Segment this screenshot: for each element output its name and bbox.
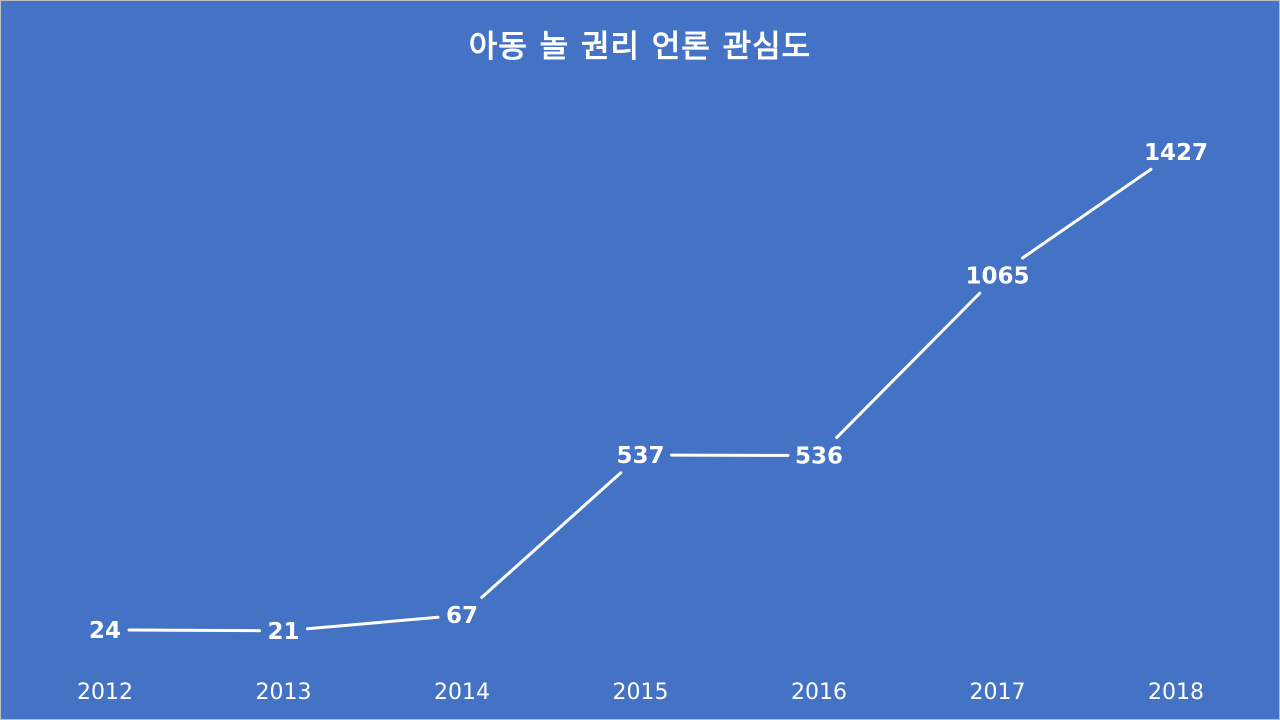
data-label: 24 bbox=[89, 618, 121, 644]
data-label: 67 bbox=[446, 603, 478, 629]
series-line-segment bbox=[127, 628, 262, 633]
data-label: 536 bbox=[795, 443, 843, 469]
series-line-segment bbox=[1021, 167, 1153, 260]
chart-title: 아동 놀 권리 언론 관심도 bbox=[468, 29, 812, 65]
data-label: 537 bbox=[616, 443, 664, 469]
x-tick-label: 2013 bbox=[256, 680, 312, 705]
x-tick-label: 2014 bbox=[434, 680, 490, 705]
x-tick-label: 2015 bbox=[613, 680, 669, 705]
x-tick-label: 2016 bbox=[791, 680, 847, 705]
data-label: 1427 bbox=[1144, 140, 1208, 166]
series-line-segment bbox=[305, 615, 440, 631]
x-tick-label: 2017 bbox=[970, 680, 1026, 705]
data-label: 21 bbox=[267, 619, 299, 645]
x-tick-label: 2018 bbox=[1148, 680, 1204, 705]
series-line-segment bbox=[480, 471, 623, 600]
x-tick-label: 2012 bbox=[77, 680, 133, 705]
series-line-segment bbox=[835, 291, 982, 440]
data-label: 1065 bbox=[965, 263, 1029, 289]
